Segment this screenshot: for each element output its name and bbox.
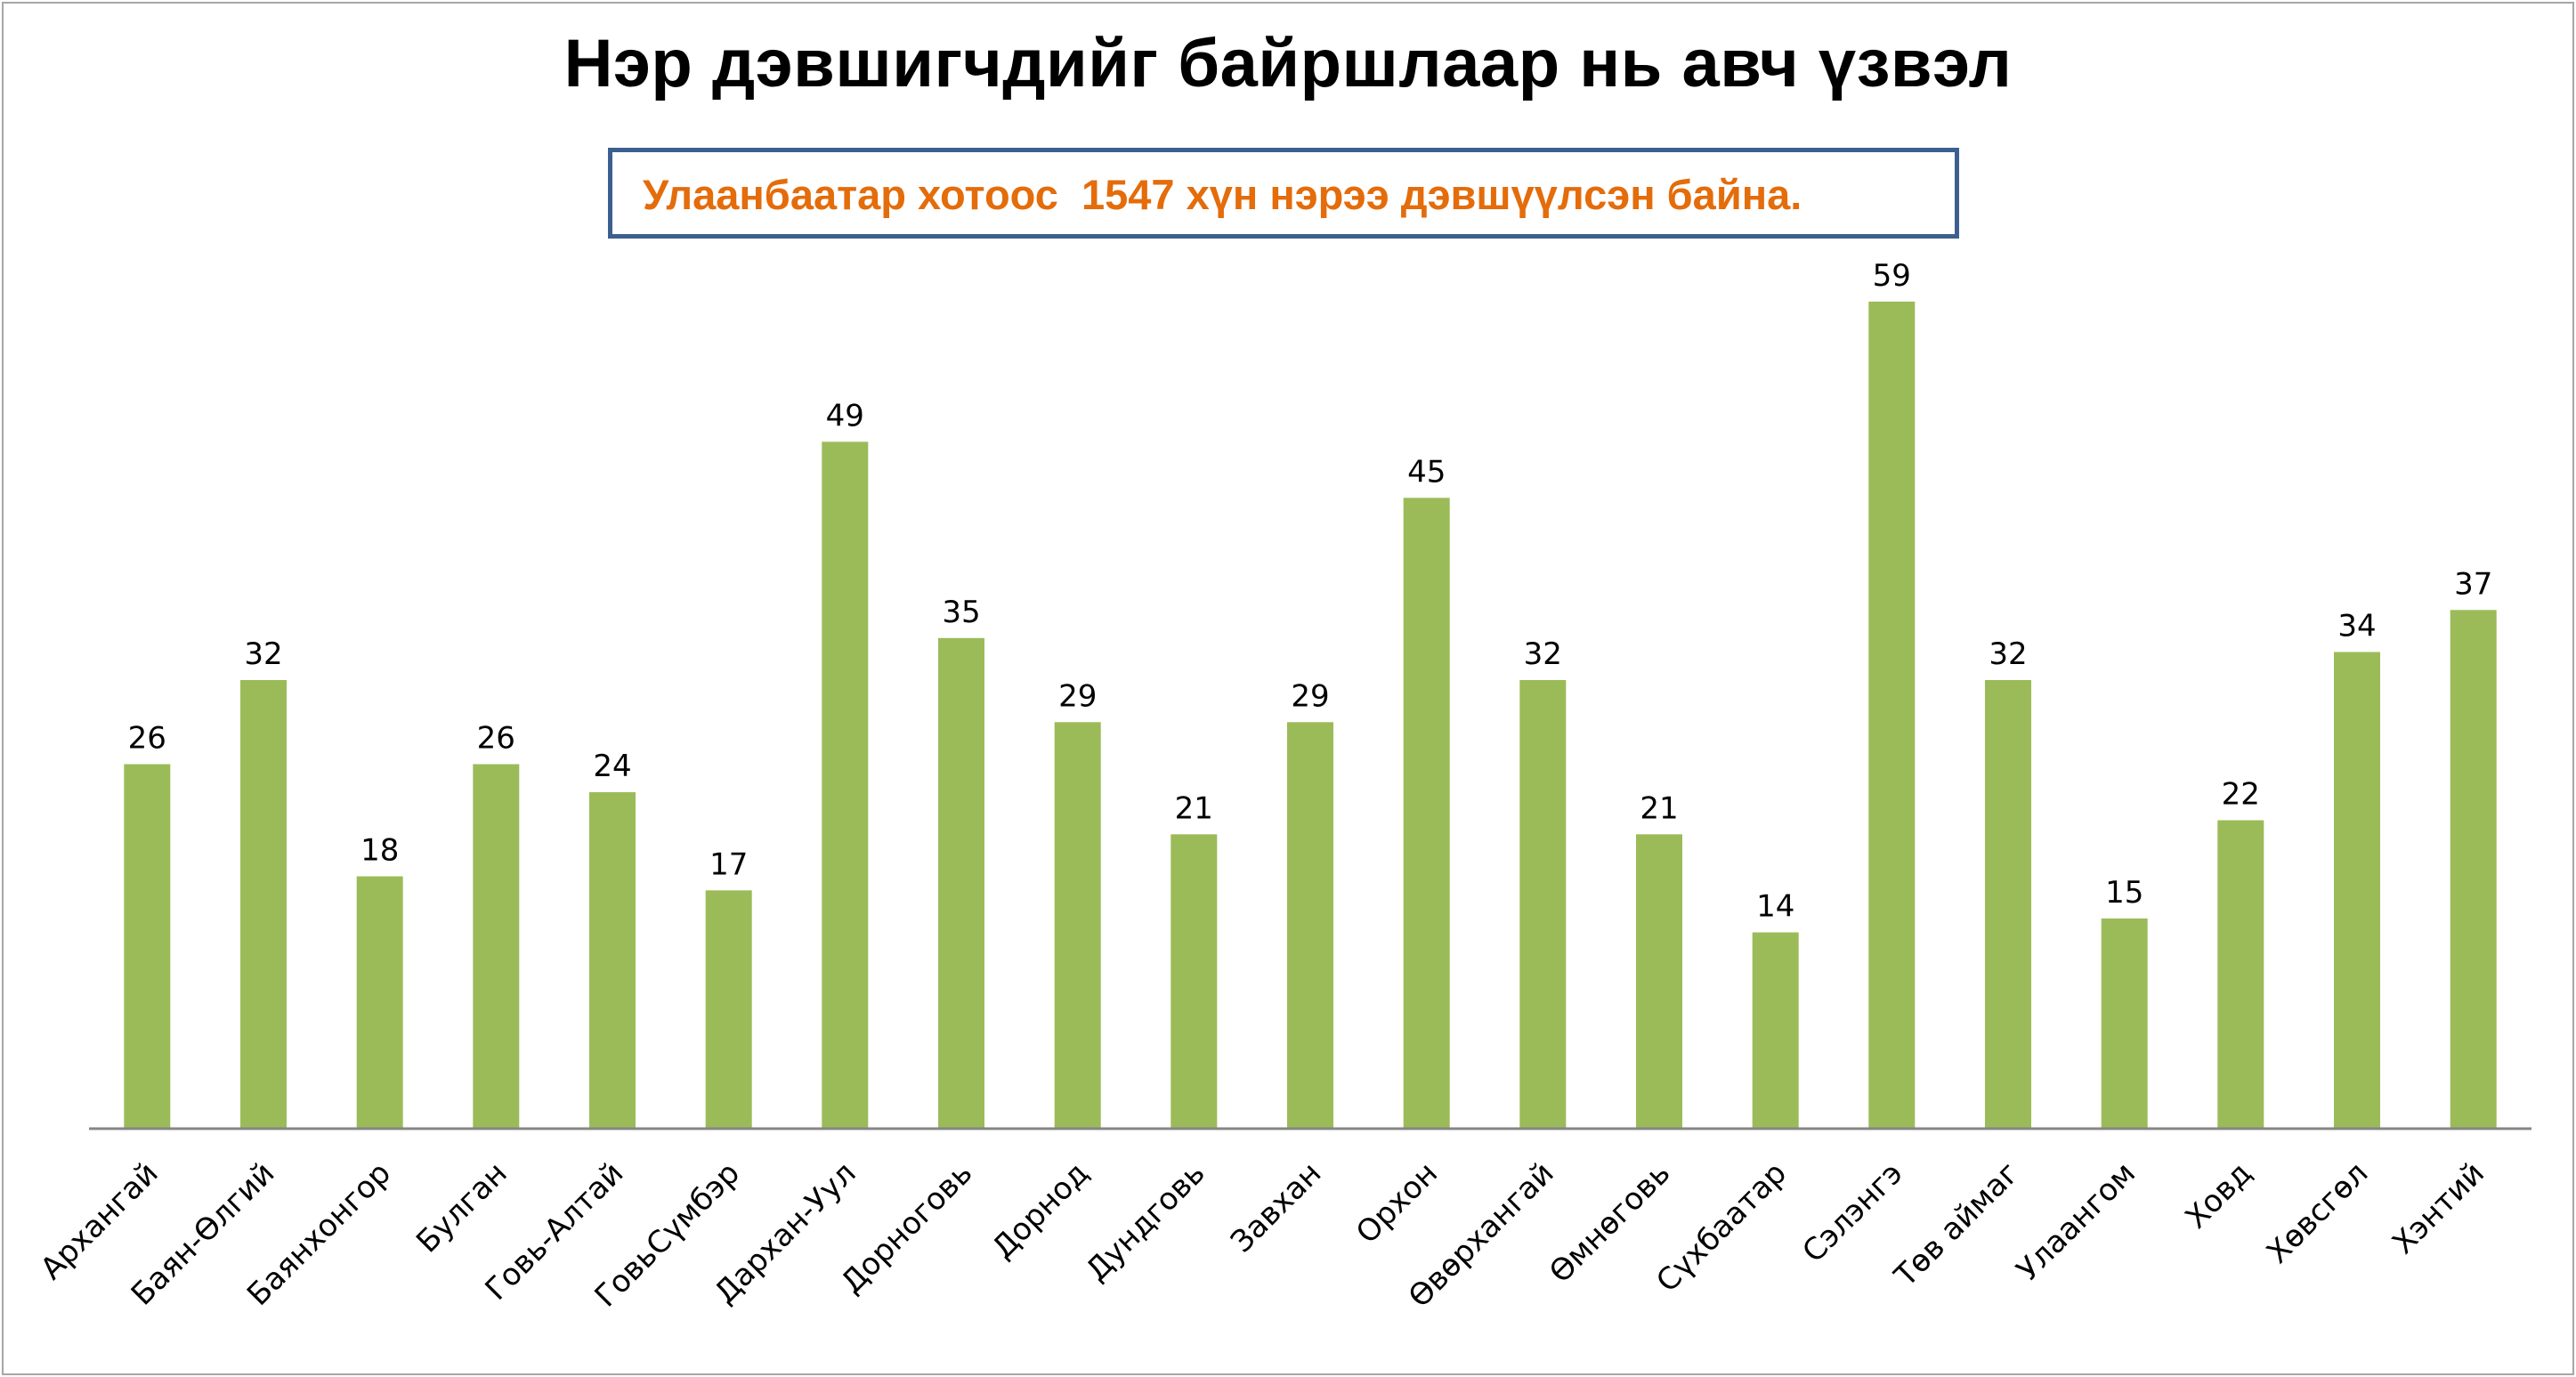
bar-20 (2334, 652, 2380, 1129)
bar-value-label: 32 (1989, 636, 2027, 672)
bar-value-label: 32 (244, 636, 282, 672)
category-label: Сэлэнгэ (1795, 1155, 1909, 1269)
bar-21 (2450, 610, 2497, 1130)
bar-value-label: 59 (1873, 258, 1911, 294)
category-label: Орхон (1349, 1155, 1445, 1251)
bar-value-label: 35 (942, 595, 980, 630)
bar-17 (1985, 680, 2031, 1129)
category-label: Завхан (1224, 1155, 1328, 1260)
category-label: Дундговь (1079, 1155, 1211, 1288)
bar-7 (822, 441, 869, 1130)
bar-9 (1054, 722, 1101, 1130)
bar-16 (1868, 301, 1916, 1130)
category-label: Улаангом (2010, 1155, 2143, 1288)
bar-11 (1287, 722, 1333, 1130)
bar-15 (1752, 932, 1799, 1129)
bar-value-label: 32 (1524, 636, 1562, 672)
category-label: Булган (409, 1155, 514, 1260)
bar-value-label: 29 (1058, 678, 1097, 714)
category-label: Ховд (2178, 1155, 2258, 1235)
bar-14 (1636, 834, 1682, 1130)
bar-value-label: 14 (1756, 889, 1794, 925)
chart-title: Нэр дэвшигчдийг байршлаар нь авч үзвэл (563, 26, 2013, 101)
bar-5 (589, 792, 636, 1129)
bar-3 (356, 876, 403, 1129)
bar-4 (473, 764, 520, 1129)
bar-10 (1171, 834, 1218, 1130)
bar-value-label: 37 (2454, 566, 2492, 602)
bar-12 (1403, 498, 1450, 1130)
bar-value-label: 26 (128, 721, 166, 757)
bar-13 (1519, 680, 1567, 1129)
annotation-text: Улаанбаатар хотоос 1547 хүн нэрээ дэвшүү… (643, 171, 1802, 218)
bar-6 (705, 890, 752, 1130)
category-label: Дорнод (985, 1155, 1096, 1266)
bar-19 (2217, 820, 2264, 1129)
category-label: Төв аймаг (1887, 1155, 2026, 1294)
category-label: Хөвсгөл (2260, 1155, 2376, 1271)
bar-value-label: 22 (2222, 777, 2260, 813)
value-labels-layer: 26 32 18 26 24 17 49 35 29 21 29 45 32 21 14 59 32 15 22 34… (128, 258, 2493, 925)
bar-value-label: 21 (1640, 790, 1678, 826)
bar-value-label: 24 (593, 749, 631, 784)
bar-value-label: 34 (2337, 609, 2376, 644)
bar-value-label: 29 (1291, 678, 1329, 714)
bar-8 (938, 637, 984, 1130)
bars-layer (124, 301, 2497, 1130)
bar-1 (124, 764, 171, 1129)
bar-value-label: 26 (477, 721, 515, 757)
bar-value-label: 17 (709, 846, 748, 882)
bar-18 (2101, 918, 2148, 1130)
annotation-box: Улаанбаатар хотоос 1547 хүн нэрээ дэвшүү… (608, 148, 1959, 239)
bar-value-label: 21 (1175, 790, 1213, 826)
bar-value-label: 49 (826, 398, 864, 433)
bar-value-label: 45 (1407, 454, 1446, 490)
bar-value-label: 15 (2105, 875, 2143, 911)
bar-value-label: 18 (360, 833, 399, 869)
category-label: Хэнтий (2386, 1155, 2491, 1261)
bar-2 (240, 680, 287, 1129)
